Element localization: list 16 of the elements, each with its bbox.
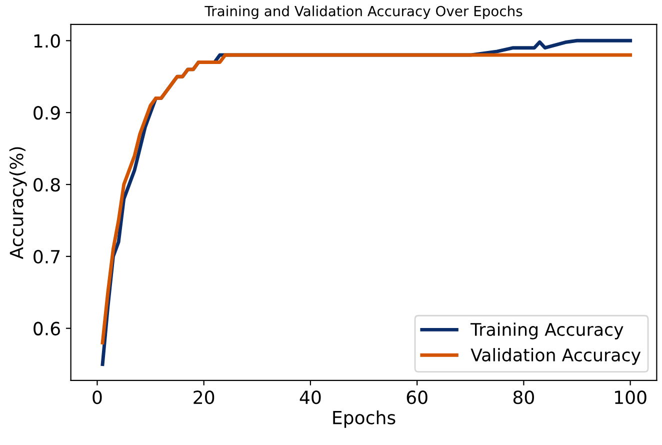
chart-title: Training and Validation Accuracy Over Epochs xyxy=(204,6,522,20)
legend-label: Training Accuracy xyxy=(470,322,624,340)
x-tick-label: 60 xyxy=(406,390,428,404)
y-tick-label: 0.8 xyxy=(34,178,60,192)
x-tick-label: 100 xyxy=(615,390,646,404)
y-tick-label: 0.6 xyxy=(34,322,60,336)
x-tick-label: 0 xyxy=(92,390,102,404)
x-tick-label: 20 xyxy=(194,390,214,404)
x-tick-label: 40 xyxy=(300,390,321,404)
x-axis-title: Epochs xyxy=(333,410,396,428)
y-tick-label: 0.9 xyxy=(34,106,60,120)
y-tick-label: 1.0 xyxy=(34,34,60,48)
x-tick-label: 80 xyxy=(513,390,534,404)
legend-label: Validation Accuracy xyxy=(470,348,641,365)
y-tick-label: 0.7 xyxy=(34,250,60,264)
y-axis-title: Accuracy(%) xyxy=(9,147,27,260)
